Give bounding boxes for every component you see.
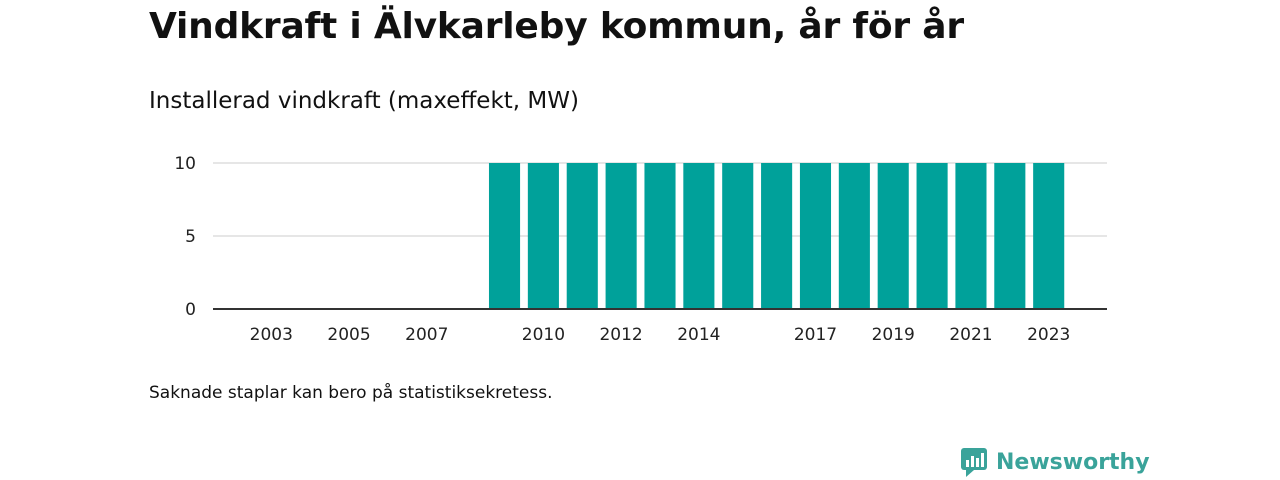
bar	[644, 163, 676, 309]
bar	[761, 163, 793, 309]
y-tick-label: 0	[185, 300, 196, 320]
bar	[566, 163, 598, 309]
footnote: Saknade staplar kan bero på statistiksek…	[149, 383, 553, 403]
bar	[955, 163, 987, 309]
x-tick-label: 2007	[405, 325, 448, 345]
chart-subtitle: Installerad vindkraft (maxeffekt, MW)	[149, 88, 579, 114]
x-tick-label: 2019	[872, 325, 915, 345]
x-tick-label: 2012	[599, 325, 642, 345]
bar	[916, 163, 948, 309]
bar	[1033, 163, 1065, 309]
x-tick-label: 2005	[327, 325, 370, 345]
x-tick-label: 2017	[794, 325, 837, 345]
bar	[799, 163, 832, 309]
bar	[527, 163, 559, 309]
x-tick-label: 2014	[677, 325, 720, 345]
chart-title: Vindkraft i Älvkarleby kommun, år för år	[149, 6, 964, 47]
bar	[605, 163, 637, 309]
bar	[488, 163, 521, 309]
brand-name: Newsworthy	[996, 449, 1150, 475]
x-tick-label: 2023	[1027, 325, 1070, 345]
y-tick-label: 10	[174, 154, 196, 174]
bar	[683, 163, 715, 309]
x-tick-label: 2010	[522, 325, 565, 345]
brand-logo[interactable]: Newsworthy	[960, 445, 1150, 479]
y-tick-label: 5	[185, 227, 196, 247]
newsworthy-logo-icon	[961, 448, 987, 477]
x-tick-label: 2021	[949, 325, 992, 345]
x-axis-ticks: 2003 2005 2007 2010 2012 2014 2017 2019 2021 2023	[250, 325, 1071, 345]
bar	[838, 163, 870, 309]
bars-group	[488, 163, 1065, 309]
bar	[994, 163, 1026, 309]
y-axis-ticks: 0 5 10	[174, 154, 196, 320]
x-tick-label: 2003	[250, 325, 293, 345]
bar	[877, 163, 909, 309]
bar	[722, 163, 754, 309]
